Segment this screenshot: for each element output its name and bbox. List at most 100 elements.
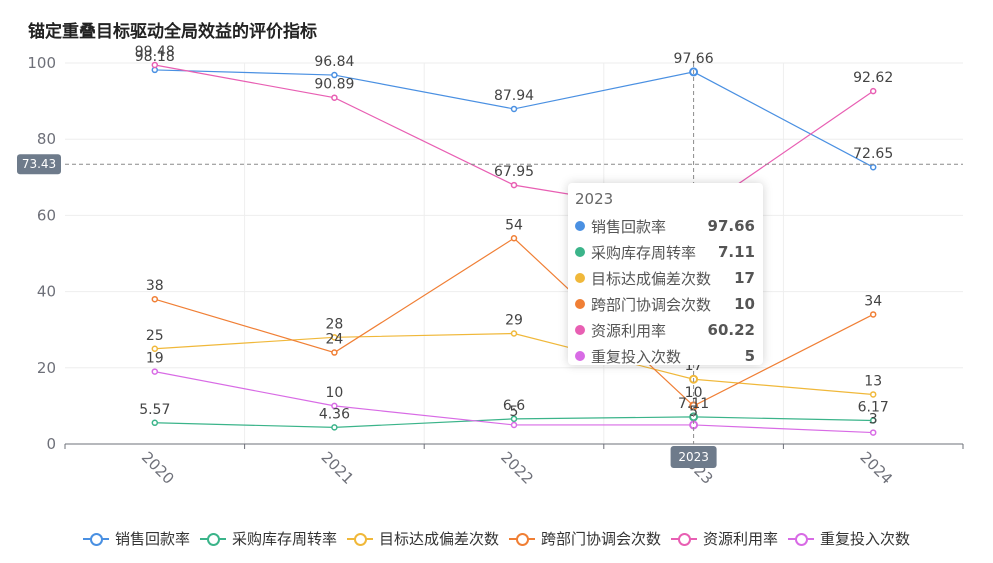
data-point <box>869 163 877 171</box>
legend-label: 采购库存周转率 <box>231 530 337 548</box>
tooltip-series-value: 10 <box>734 295 755 313</box>
tooltip-title: 2023 <box>575 190 614 208</box>
data-label: 99.48 <box>135 44 175 60</box>
data-point <box>331 334 338 341</box>
data-label: 3 <box>869 412 878 428</box>
label-layer: 98.18 96.84 87.94 97.66 72.65 5.57 4.36 6.6 7.11… <box>135 44 893 428</box>
crosshair-layer: 73.43 2023 <box>17 63 963 468</box>
data-label: 13 <box>864 373 882 389</box>
tooltip-marker-icon <box>575 351 585 361</box>
data-label: 19 <box>146 351 164 367</box>
data-label: 96.84 <box>314 54 354 70</box>
data-point <box>331 71 338 79</box>
data-label: 90.89 <box>314 77 354 93</box>
data-point <box>869 429 877 436</box>
grid-layer <box>65 62 963 444</box>
tooltip-series-value: 7.11 <box>717 243 755 261</box>
tooltip-series-name: 采购库存周转率 <box>591 243 697 262</box>
tooltip-row: 采购库存周转率 7.11 <box>575 239 755 265</box>
data-label: 97.66 <box>674 51 714 67</box>
data-label: 10 <box>325 385 343 401</box>
legend-item[interactable]: 采购库存周转率 <box>199 528 337 549</box>
data-label: 92.62 <box>853 70 893 86</box>
data-label: 29 <box>505 313 523 329</box>
legend-label: 跨部门协调会次数 <box>541 530 662 548</box>
data-point <box>151 345 159 352</box>
data-point <box>869 311 877 318</box>
data-point <box>510 421 518 429</box>
tooltip: 2023 销售回款率 97.66 采购库存周转率 7.11 目标达成偏差次数 17 跨部门协… <box>568 183 763 366</box>
data-point <box>510 235 518 242</box>
legend-line-marker-icon <box>82 532 109 546</box>
data-point <box>869 417 877 424</box>
data-point <box>510 181 518 189</box>
data-label: 67.95 <box>494 164 534 180</box>
data-point <box>331 94 338 101</box>
tooltip-series-value: 5 <box>744 347 755 365</box>
tooltip-series-name: 重复投入次数 <box>591 347 682 366</box>
data-label: 5 <box>510 404 519 420</box>
tooltip-series-name: 销售回款率 <box>591 217 667 236</box>
legend-label: 重复投入次数 <box>820 530 911 548</box>
data-label: 34 <box>864 293 882 309</box>
crosshair-x-label: 2023 <box>678 450 709 464</box>
data-point <box>151 61 159 69</box>
legend-item[interactable]: 重复投入次数 <box>788 528 910 549</box>
legend: 销售回款率 采购库存周转率 目标达成偏差次数 跨部门协调会次数 资源利用率 重复投入次数 <box>0 528 993 549</box>
data-label: 98.18 <box>135 49 175 65</box>
data-label: 28 <box>325 316 343 332</box>
y-tick-label: 20 <box>37 359 56 377</box>
chart-title: 锚定重叠目标驱动全局效益的评价指标 <box>28 22 317 42</box>
tooltip-row: 资源利用率 60.22 <box>575 317 755 343</box>
tooltip-rows: 销售回款率 97.66 采购库存周转率 7.11 目标达成偏差次数 17 跨部门协调会次数 1… <box>575 213 755 369</box>
tooltip-marker-icon <box>575 247 585 257</box>
data-point <box>151 368 159 375</box>
legend-item[interactable]: 资源利用率 <box>671 528 778 549</box>
legend-line-marker-icon <box>509 532 535 546</box>
data-point <box>510 105 518 113</box>
data-point <box>869 391 877 398</box>
tooltip-series-name: 目标达成偏差次数 <box>591 269 712 288</box>
data-point <box>331 424 338 431</box>
legend-line-marker-icon <box>788 532 815 546</box>
y-tick-label: 100 <box>27 54 56 72</box>
data-label: 87.94 <box>494 88 534 104</box>
x-tick-label: 2024 <box>856 448 896 488</box>
legend-item[interactable]: 目标达成偏差次数 <box>346 528 499 549</box>
series-line <box>154 332 874 396</box>
tooltip-marker-icon <box>575 325 585 335</box>
legend-line-marker-icon <box>671 532 698 546</box>
data-label: 25 <box>146 328 164 344</box>
y-tick-label: 60 <box>37 206 56 224</box>
tooltip-series-value: 97.66 <box>707 217 755 235</box>
tooltip-row: 目标达成偏差次数 17 <box>575 265 755 291</box>
data-point <box>510 415 518 423</box>
data-point <box>331 402 338 410</box>
data-point <box>869 87 877 95</box>
series-layer <box>151 61 877 436</box>
y-tick-label: 0 <box>46 435 56 453</box>
tooltip-marker-icon <box>575 221 585 231</box>
data-label: 6.17 <box>858 399 889 415</box>
data-point <box>510 330 518 337</box>
data-label: 24 <box>325 332 343 348</box>
crosshair-x-badge <box>670 446 717 468</box>
crosshair-y-label: 73.43 <box>22 157 56 171</box>
tooltip-marker-icon <box>575 273 585 283</box>
x-tick-label: 2021 <box>318 448 358 488</box>
data-label: 5.57 <box>139 402 170 418</box>
legend-item[interactable]: 跨部门协调会次数 <box>509 528 661 549</box>
legend-label: 资源利用率 <box>703 530 779 548</box>
data-label: 4.36 <box>319 406 350 422</box>
legend-item[interactable]: 销售回款率 <box>82 528 190 549</box>
legend-line-marker-icon <box>346 532 373 546</box>
data-label: 5 <box>689 404 698 420</box>
tooltip-marker-icon <box>575 299 585 309</box>
y-tick-label: 80 <box>37 130 56 148</box>
tooltip-row: 重复投入次数 5 <box>575 343 755 369</box>
tooltip-series-name: 资源利用率 <box>591 321 667 340</box>
y-tick-label: 40 <box>37 283 56 301</box>
tooltip-series-value: 17 <box>734 269 755 287</box>
x-tick-label: 2020 <box>138 448 178 488</box>
data-label: 54 <box>505 217 523 233</box>
